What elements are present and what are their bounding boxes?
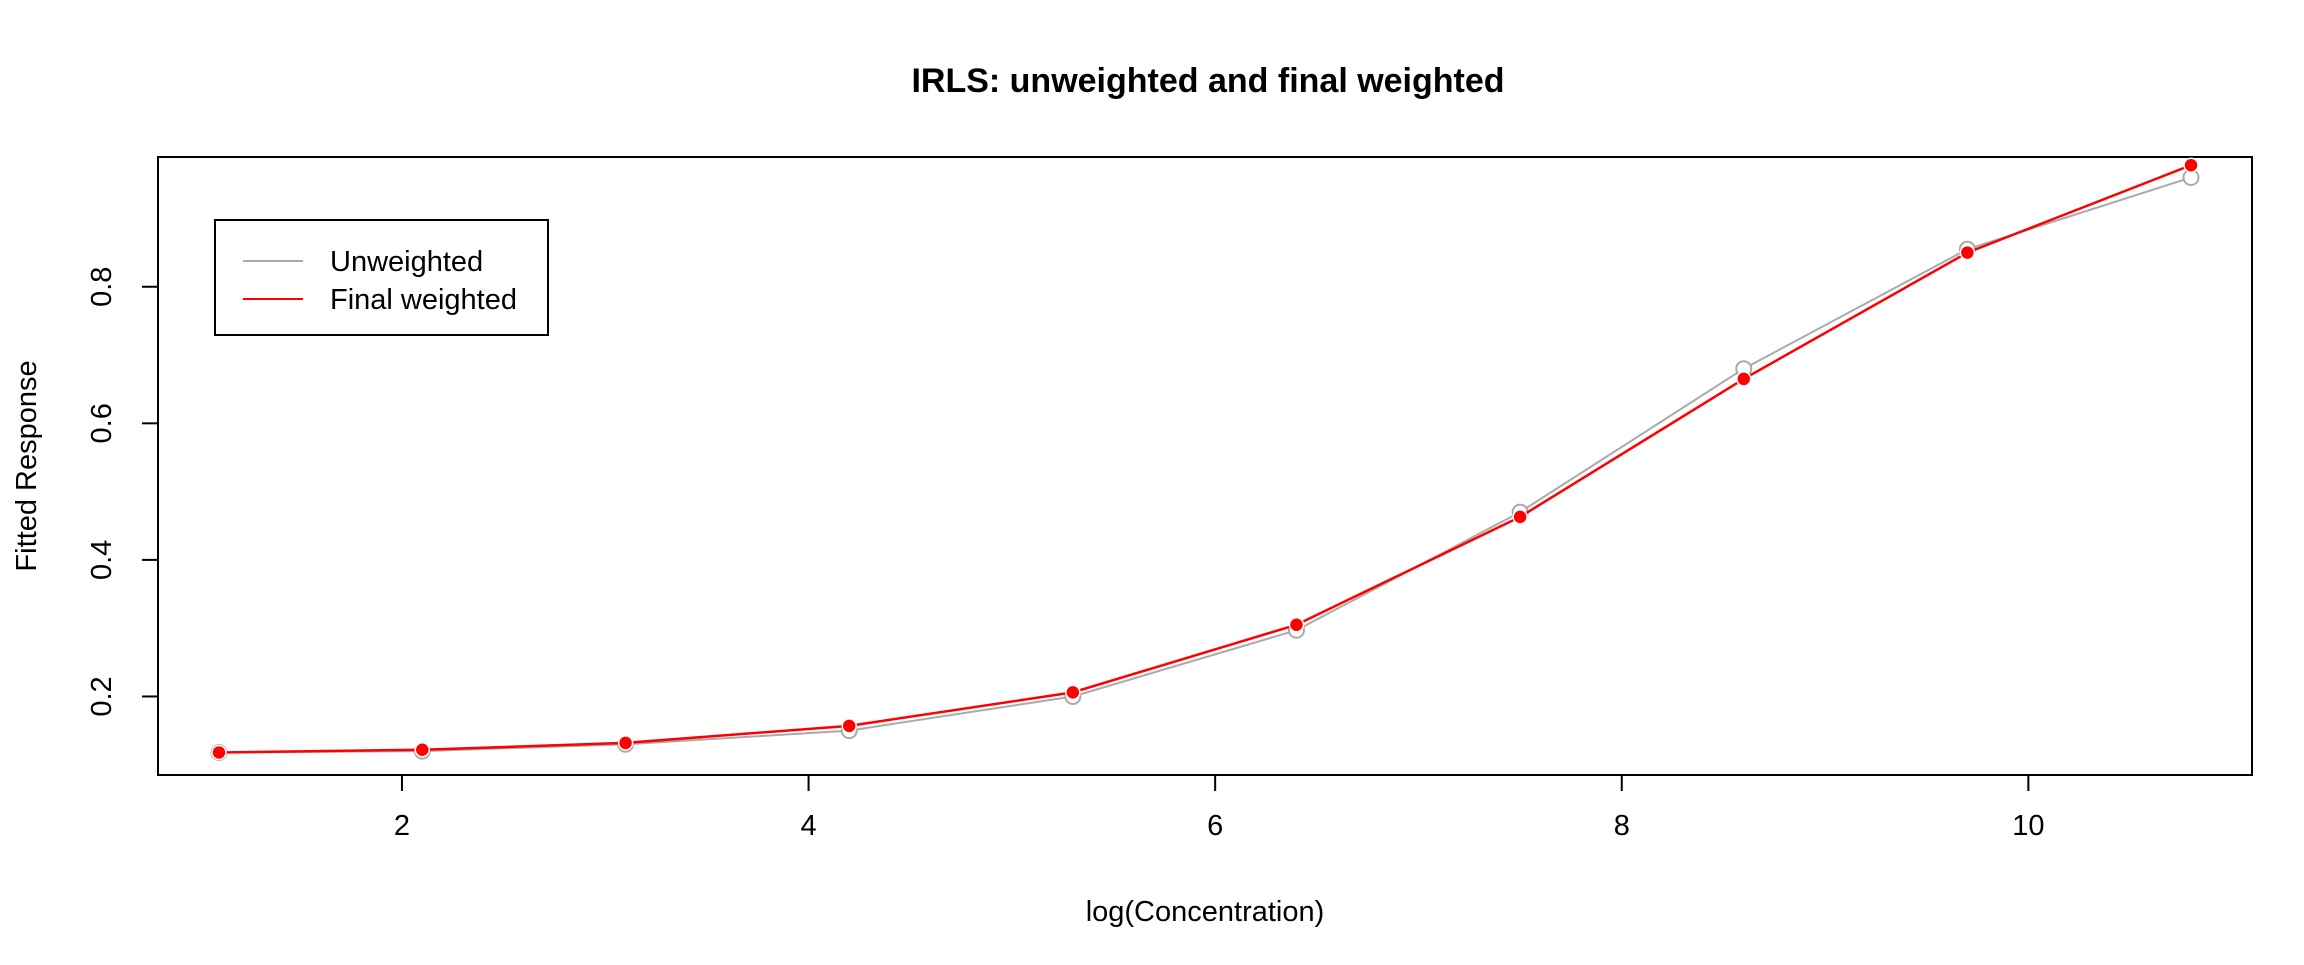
series-point: [414, 741, 431, 758]
y-tick-label: 0.6: [86, 403, 118, 443]
series-point: [1065, 684, 1081, 701]
series-point: [841, 718, 857, 734]
legend: Unweighted Final weighted: [214, 219, 549, 336]
y-tick-label: 0.8: [86, 267, 118, 307]
series-point: [211, 744, 227, 761]
series-point: [617, 735, 634, 751]
x-axis: 2 4 6 8 10: [394, 774, 2045, 842]
series-line: [218, 164, 2192, 754]
x-tick-label: 4: [800, 810, 816, 842]
series-point: [1512, 509, 1528, 525]
y-axis-label: Fitted Response: [11, 360, 43, 571]
x-tick-label: 8: [1614, 810, 1630, 842]
legend-box: [214, 219, 549, 336]
x-tick-label: 2: [394, 810, 410, 842]
x-tick-label: 10: [2012, 810, 2044, 842]
x-tick-label: 6: [1207, 810, 1223, 842]
series-point: [1735, 371, 1752, 387]
series-point: [1288, 617, 1305, 633]
legend-label: Final weighted: [330, 284, 517, 316]
series-layer: [210, 157, 2200, 761]
legend-label: Unweighted: [330, 246, 483, 278]
x-axis-label: log(Concentration): [1086, 896, 1325, 928]
series-point: [1959, 244, 1976, 261]
y-tick-label: 0.4: [86, 540, 118, 580]
y-axis: 0.2 0.4 0.6 0.8: [86, 267, 159, 717]
series-point: [2183, 157, 2199, 173]
series-line: [218, 176, 2192, 754]
series-2: [211, 157, 2199, 761]
y-tick-label: 0.2: [86, 676, 118, 716]
chart-title: IRLS: unweighted and final weighted: [911, 62, 1504, 100]
